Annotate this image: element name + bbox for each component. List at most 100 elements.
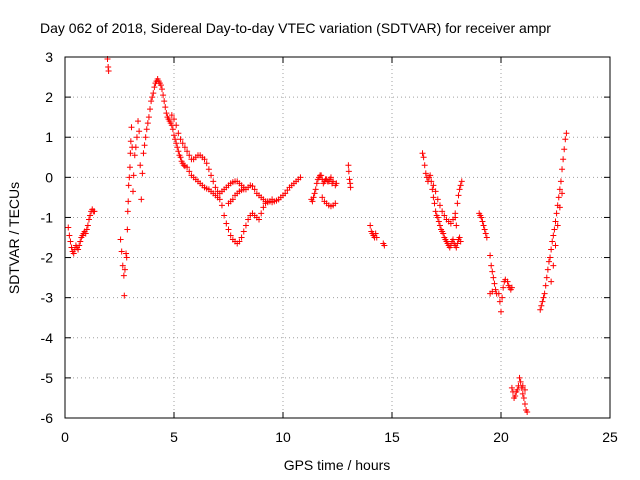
data-point — [481, 226, 488, 233]
data-point — [478, 214, 485, 221]
data-point — [330, 178, 337, 185]
data-point — [555, 194, 562, 201]
data-point — [562, 136, 569, 143]
data-point — [105, 68, 112, 75]
data-point — [453, 222, 460, 229]
data-point — [121, 266, 128, 273]
data-point — [458, 178, 465, 185]
data-point — [180, 162, 187, 169]
data-point — [145, 114, 152, 121]
data-point — [85, 216, 92, 223]
data-point — [177, 154, 184, 161]
data-point — [491, 280, 498, 287]
y-tick-label: -2 — [41, 250, 54, 266]
data-point — [269, 196, 276, 203]
y-tick-label: -1 — [41, 209, 54, 225]
data-point — [482, 230, 489, 237]
y-tick-label: 0 — [45, 169, 53, 185]
data-point — [504, 278, 511, 285]
chart-title: Day 062 of 2018, Sidereal Day-to-day VTE… — [40, 20, 551, 36]
data-point — [556, 204, 563, 211]
data-point — [551, 226, 558, 233]
data-point — [119, 262, 126, 269]
y-axis-label: SDTVAR / TECUs — [6, 182, 22, 294]
data-point — [373, 234, 380, 241]
data-point — [84, 222, 91, 229]
data-point — [144, 120, 151, 127]
data-point — [553, 210, 560, 217]
data-point — [514, 386, 521, 393]
data-point — [171, 132, 177, 139]
tick-labels: 0 5 10 15 20 25 -6 -5 -4 -3 -2 -1 0 1 2 3 — [41, 49, 618, 445]
data-point — [126, 164, 133, 171]
data-point — [372, 230, 379, 237]
data-point — [450, 236, 457, 243]
plot-frame — [64, 56, 611, 419]
data-point — [77, 238, 84, 245]
data-point — [457, 238, 464, 245]
data-point — [258, 210, 265, 217]
data-point — [454, 200, 461, 207]
data-point — [218, 202, 225, 209]
data-point — [131, 152, 138, 159]
data-point — [297, 174, 304, 181]
data-point — [168, 112, 175, 119]
data-point — [256, 216, 263, 223]
data-point — [67, 238, 74, 245]
data-point — [499, 294, 506, 301]
data-point — [151, 84, 158, 91]
x-tick-label: 25 — [602, 429, 618, 445]
data-point — [142, 134, 149, 141]
data-point — [345, 162, 352, 169]
data-point — [245, 216, 252, 223]
data-point — [456, 186, 463, 193]
data-point — [419, 150, 426, 157]
data-point — [148, 98, 155, 105]
y-tick-label: 3 — [45, 49, 53, 65]
data-point — [455, 192, 462, 199]
data-point — [120, 272, 127, 279]
data-point — [70, 250, 77, 257]
y-tick-label: 1 — [45, 129, 53, 145]
data-point — [439, 208, 446, 215]
data-point — [345, 168, 352, 175]
data-point — [560, 156, 567, 163]
data-point — [427, 172, 434, 179]
data-point — [125, 198, 132, 205]
data-point — [123, 254, 130, 261]
data-point — [208, 172, 215, 179]
data-point — [521, 386, 528, 393]
data-point — [205, 166, 212, 173]
data-point — [66, 232, 73, 239]
data-point — [130, 188, 137, 195]
data-point — [327, 174, 334, 181]
data-point — [520, 394, 527, 401]
data-point — [552, 218, 559, 225]
data-point — [143, 126, 150, 133]
data-point — [559, 166, 566, 173]
data-point — [430, 182, 437, 189]
data-point — [163, 110, 170, 117]
data-point — [554, 222, 561, 229]
data-point — [508, 284, 515, 291]
data-point — [124, 208, 131, 215]
x-tick-label: 20 — [493, 429, 509, 445]
data-point — [75, 246, 82, 253]
data-point — [453, 244, 460, 251]
data-point — [367, 222, 374, 229]
x-tick-label: 10 — [275, 429, 291, 445]
data-point — [229, 196, 236, 203]
data-point — [483, 234, 490, 241]
data-point — [561, 146, 568, 153]
data-point — [132, 144, 139, 151]
data-point — [251, 186, 258, 193]
data-point — [495, 290, 502, 297]
data-point — [137, 162, 144, 169]
data-point — [118, 248, 125, 255]
data-point — [429, 186, 436, 193]
data-point — [221, 212, 228, 219]
data-point — [548, 278, 555, 285]
data-point — [422, 170, 429, 177]
data-point — [117, 236, 124, 243]
data-point — [549, 238, 556, 245]
